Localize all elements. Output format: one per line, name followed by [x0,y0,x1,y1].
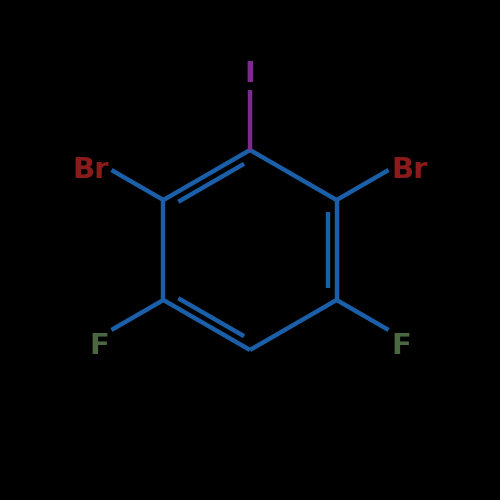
Text: Br: Br [72,156,109,184]
Text: F: F [89,332,109,360]
Text: Br: Br [391,156,428,184]
Text: F: F [391,332,411,360]
Text: I: I [244,60,256,88]
